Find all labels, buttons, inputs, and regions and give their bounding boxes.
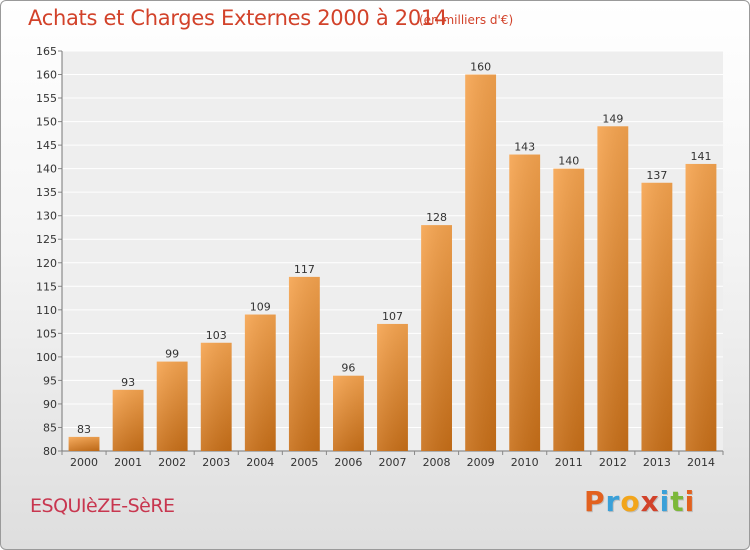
y-tick-label: 85	[43, 421, 57, 434]
proxiti-logo[interactable]: Proxiti	[584, 485, 695, 518]
y-tick-label: 115	[36, 280, 57, 293]
y-tick-label: 100	[36, 351, 57, 364]
logo-letter: i	[684, 485, 696, 518]
data-label: 140	[558, 155, 579, 168]
y-tick-label: 135	[36, 186, 57, 199]
commune-name: ESQUIèZE-SèRE	[30, 495, 175, 517]
data-label: 109	[250, 301, 271, 314]
logo-letter: o	[620, 485, 641, 518]
x-tick-label: 2001	[114, 456, 142, 469]
bar-shade	[597, 126, 629, 451]
bar-shade	[200, 342, 232, 451]
data-label: 141	[690, 150, 711, 163]
y-tick-label: 105	[36, 327, 57, 340]
x-tick-label: 2009	[467, 456, 495, 469]
x-tick-label: 2014	[687, 456, 715, 469]
y-tick-label: 150	[36, 116, 57, 129]
bar-shade	[641, 182, 673, 451]
bar-shade	[244, 314, 276, 451]
bar-shade	[112, 389, 144, 451]
logo-letter: P	[584, 485, 606, 518]
y-tick-label: 95	[43, 374, 57, 387]
data-label: 107	[382, 310, 403, 323]
y-tick-label: 125	[36, 233, 57, 246]
data-label: 103	[206, 329, 227, 342]
data-label: 160	[470, 61, 491, 74]
x-tick-label: 2006	[334, 456, 362, 469]
data-label: 83	[77, 423, 91, 436]
data-label: 99	[165, 348, 179, 361]
logo-letter: i	[659, 485, 671, 518]
x-tick-label: 2007	[379, 456, 407, 469]
data-label: 137	[646, 169, 667, 182]
x-tick-label: 2000	[70, 456, 98, 469]
x-tick-label: 2005	[290, 456, 318, 469]
x-tick-label: 2010	[511, 456, 539, 469]
logo-letter: t	[670, 485, 685, 518]
bar-shade	[509, 154, 541, 451]
data-label: 93	[121, 376, 135, 389]
chart-subtitle: (en milliers d'€)	[419, 13, 514, 27]
x-tick-label: 2011	[555, 456, 583, 469]
bar-shade	[68, 436, 100, 451]
y-tick-label: 145	[36, 139, 57, 152]
x-tick-label: 2004	[246, 456, 274, 469]
y-tick-label: 120	[36, 257, 57, 270]
y-tick-label: 80	[43, 445, 57, 458]
bar-shade	[465, 74, 497, 451]
y-tick-label: 160	[36, 69, 57, 82]
x-tick-label: 2013	[643, 456, 671, 469]
data-label: 143	[514, 141, 535, 154]
bar-shade	[333, 375, 364, 451]
bar-shade	[377, 323, 408, 451]
data-label: 96	[341, 362, 355, 375]
data-label: 117	[294, 263, 315, 276]
x-tick-label: 2002	[158, 456, 186, 469]
data-label: 128	[426, 211, 447, 224]
logo-letter: x	[640, 485, 660, 518]
bar-shade	[553, 168, 585, 451]
logo-letter: r	[605, 485, 621, 518]
x-tick-label: 2008	[423, 456, 451, 469]
y-tick-label: 110	[36, 304, 57, 317]
chart-title: Achats et Charges Externes 2000 à 2014	[28, 6, 448, 30]
y-tick-label: 140	[36, 163, 57, 176]
y-tick-label: 155	[36, 92, 57, 105]
bar-shade	[685, 163, 717, 452]
bar-shade	[288, 276, 320, 451]
y-tick-label: 130	[36, 210, 57, 223]
x-tick-label: 2012	[599, 456, 627, 469]
x-tick-label: 2003	[202, 456, 230, 469]
bar-shade	[156, 361, 188, 451]
y-tick-label: 90	[43, 398, 57, 411]
data-label: 149	[602, 112, 623, 125]
bar-shade	[421, 225, 452, 451]
y-tick-label: 165	[36, 45, 57, 58]
